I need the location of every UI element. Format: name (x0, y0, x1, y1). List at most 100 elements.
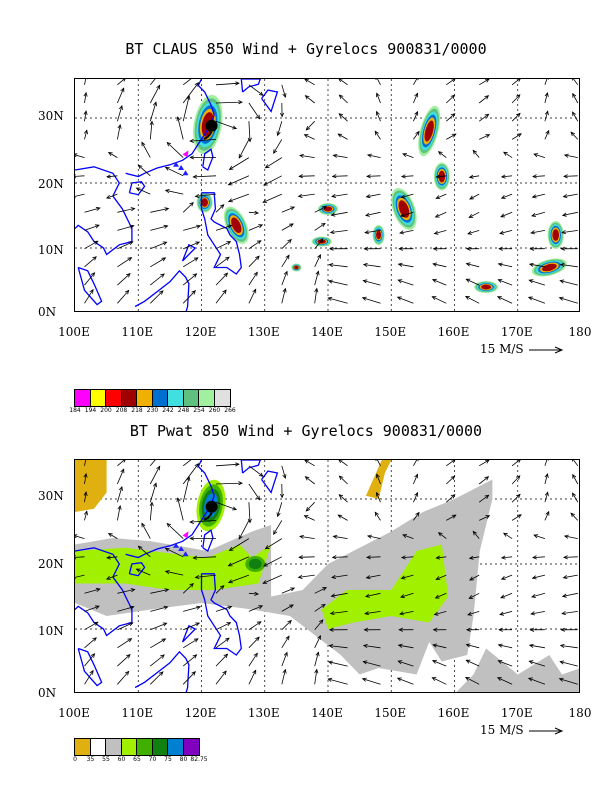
wind-vector (215, 463, 239, 467)
wind-vector-head (317, 253, 321, 259)
wind-vector-head (227, 579, 233, 584)
wind-vector (195, 574, 217, 578)
wind-vector (248, 102, 260, 119)
wind-vector-head (432, 627, 438, 632)
wind-vector (84, 240, 98, 250)
wind-vector-head (533, 534, 539, 539)
wind-vector (402, 153, 414, 158)
wind-vector (149, 79, 156, 86)
panel-2-xlabel: 110E (121, 706, 154, 720)
wind-vector-head (124, 670, 130, 676)
wind-vector-head (402, 153, 408, 157)
wind-vector-head (330, 212, 336, 217)
wind-vector (365, 592, 381, 597)
wind-vector (328, 297, 348, 304)
wind-vector-head (433, 611, 439, 616)
wind-vector-head (485, 460, 490, 464)
wind-vector (465, 296, 480, 304)
wind-vector (265, 157, 283, 169)
wind-vector (531, 592, 546, 598)
wind-vector (75, 154, 85, 158)
wind-vector-head (500, 555, 506, 560)
wind-vector (298, 574, 315, 578)
wind-vector (469, 556, 480, 559)
wind-vector-head (124, 289, 130, 295)
wind-vector-head (572, 111, 577, 117)
wind-vector (400, 592, 414, 598)
gyre-location-marker (173, 542, 180, 548)
wind-vector (117, 606, 134, 612)
colorbar-swatch (106, 390, 122, 406)
wind-vector (190, 139, 217, 142)
wind-vector (281, 635, 290, 649)
wind-vector-head (160, 273, 165, 278)
wind-vector-head (232, 506, 238, 511)
wind-vector (182, 95, 190, 122)
wind-vector-head (164, 167, 170, 171)
wind-vector (314, 587, 327, 594)
wind-vector (150, 638, 166, 649)
wind-vector-head (162, 241, 168, 246)
wind-vector (533, 153, 546, 158)
gyre-location-marker (173, 161, 180, 167)
wind-vector (365, 611, 381, 615)
wind-vector (117, 469, 125, 485)
wind-vector (304, 515, 315, 521)
wind-vector (367, 535, 381, 539)
wind-vector-head (75, 534, 78, 539)
wind-vector-head (365, 593, 370, 598)
colorbar-swatch (121, 390, 137, 406)
wind-vector-head (496, 677, 502, 682)
wind-vector-head (189, 201, 194, 207)
wind-vector (529, 660, 546, 667)
panel-2-xlabel: 120E (184, 706, 217, 720)
wind-vector (263, 556, 282, 567)
wind-vector-head (400, 594, 405, 599)
wind-vector-head (176, 497, 181, 502)
wind-vector (165, 189, 184, 195)
wind-vector (544, 111, 549, 122)
wind-vector-head (255, 495, 261, 501)
wind-vector-head (375, 110, 380, 116)
wind-vector (328, 280, 348, 286)
wind-vector (331, 211, 348, 216)
colorbar-tick-label: 200 (100, 407, 112, 414)
wind-vector (413, 492, 418, 503)
wind-vector-head (531, 212, 536, 217)
wind-vector-head (262, 199, 268, 203)
wind-vector (531, 230, 545, 234)
wind-vector (413, 460, 418, 466)
wind-vector-head (299, 534, 304, 539)
wind-vector (511, 460, 521, 467)
wind-vector (413, 512, 420, 521)
wind-vector (314, 238, 324, 249)
wind-vector (339, 94, 348, 104)
wind-vector-head (338, 79, 343, 83)
wind-vector-head (225, 637, 230, 642)
wind-vector (438, 532, 447, 539)
wind-vector-head (189, 519, 194, 524)
wind-vector-head (276, 131, 281, 137)
wind-vector (413, 131, 420, 140)
wind-vector-head (89, 288, 94, 294)
wind-vector-head (255, 114, 261, 120)
wind-vector (366, 193, 381, 198)
wind-vector-head (528, 660, 534, 665)
colorbar-tick-label: 60 (117, 756, 126, 763)
wind-vector-head (331, 174, 337, 179)
wind-vector-head (252, 288, 257, 294)
wind-vector (377, 460, 381, 466)
wind-vector-head (500, 576, 506, 580)
wind-vector-head (227, 224, 233, 229)
wind-vector (446, 79, 456, 86)
coastline (181, 624, 197, 643)
wind-vector (117, 241, 133, 250)
wind-vector (108, 152, 118, 158)
wind-vector (228, 193, 250, 202)
wind-vector (117, 460, 125, 467)
wind-vector-head (503, 532, 508, 537)
wind-vector (150, 257, 166, 268)
wind-vector (248, 224, 263, 231)
wind-vector-head (397, 660, 403, 665)
wind-vector (117, 105, 123, 122)
